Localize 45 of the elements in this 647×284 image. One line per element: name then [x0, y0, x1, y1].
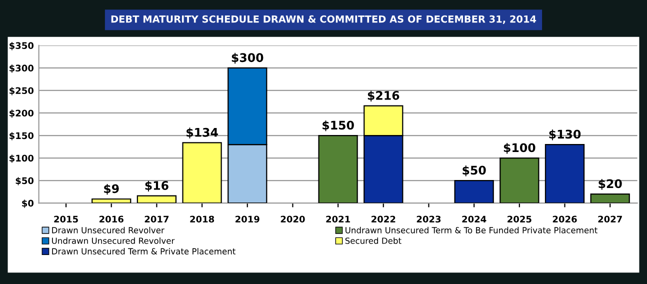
total-label: $16: [145, 180, 168, 192]
bar: [544, 144, 585, 204]
bar: [454, 180, 494, 204]
total-label: $20: [598, 179, 622, 190]
total-label: $130: [549, 129, 581, 140]
total-label: $9: [104, 184, 119, 195]
bar: [136, 195, 177, 204]
bar: [92, 198, 132, 204]
y-tick-label: $0: [22, 200, 34, 208]
chart-title: DEBT MATURITY SCHEDULE DRAWN & COMMITTED AS OF DECEMBER 31, 2014: [111, 15, 536, 24]
legend-label: Drawn Unsecured Revolver: [52, 226, 164, 234]
total-label: $134: [186, 128, 218, 138]
legend-label: Undrawn Unsecured Term & To Be Funded Private Placement: [346, 226, 598, 234]
x-tick-label: 2017: [144, 216, 169, 223]
x-tick-label: 2022: [372, 216, 396, 223]
total-label: $150: [322, 120, 354, 132]
y-tick-label: $150: [10, 132, 34, 140]
bar: [590, 194, 630, 204]
x-tick-label: 2021: [326, 216, 350, 223]
x-tick-label: 2023: [416, 216, 441, 223]
x-tick-label: 2016: [100, 216, 124, 223]
y-tick-label: $250: [10, 87, 34, 96]
y-tick-label: $200: [10, 110, 34, 118]
legend-label: Undrawn Unsecured Revolver: [52, 237, 175, 244]
x-tick-label: 2024: [462, 216, 486, 223]
total-label: $216: [368, 90, 400, 102]
x-tick-label: 2025: [508, 216, 532, 223]
bar: [318, 134, 358, 204]
total-label: $300: [232, 52, 264, 64]
y-tick-label: $350: [10, 42, 34, 50]
x-tick-label: 2015: [54, 216, 78, 223]
x-tick-label: 2018: [190, 216, 214, 223]
x-tick-label: 2020: [280, 216, 305, 223]
x-tick-label: 2027: [598, 216, 622, 223]
total-label: $100: [504, 142, 536, 154]
legend-label: Secured Debt: [345, 237, 402, 244]
legend-label: Drawn Unsecured Term & Private Placement: [52, 248, 236, 254]
x-tick-label: 2026: [552, 216, 577, 223]
x-tick-label: 2019: [236, 216, 260, 223]
total-label: $50: [462, 166, 486, 176]
y-tick-label: $50: [16, 177, 34, 186]
bar: [182, 142, 222, 204]
y-tick-label: $100: [10, 154, 34, 163]
bar: [500, 157, 540, 204]
y-tick-label: $300: [10, 64, 34, 73]
